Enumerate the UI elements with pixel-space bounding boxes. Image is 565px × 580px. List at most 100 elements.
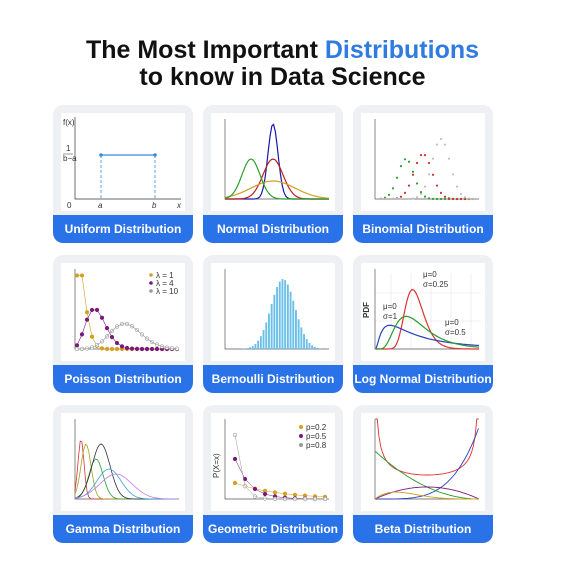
- line: [234, 434, 326, 500]
- curve: [375, 324, 480, 349]
- card: μ=0 σ=0.25 μ=0 σ=1 μ=0 σ=0.5 PDF Log Normal Dis…: [353, 255, 493, 393]
- card-label: Binomial Distribution: [353, 215, 493, 243]
- curve: [224, 158, 329, 200]
- point: [439, 191, 443, 195]
- dot: [153, 153, 157, 157]
- point: [391, 187, 395, 190]
- chart-text: λ = 1: [156, 271, 174, 280]
- bar: [257, 340, 260, 349]
- bar: [278, 281, 281, 349]
- curve: [375, 486, 479, 500]
- dot: [99, 153, 103, 157]
- bar: [284, 280, 287, 349]
- curve: [74, 468, 179, 500]
- axes: [74, 117, 181, 200]
- point: [411, 170, 415, 173]
- chart-text: μ=0: [383, 302, 397, 311]
- card-label: Uniform Distribution: [53, 215, 193, 243]
- line: [76, 323, 178, 350]
- point: [419, 153, 423, 157]
- legend-dot: [299, 425, 303, 429]
- curve: [224, 180, 330, 199]
- point: [391, 197, 395, 201]
- point: [403, 158, 407, 161]
- curve: [74, 443, 179, 500]
- point: [431, 197, 435, 200]
- point: [423, 185, 427, 188]
- bar: [249, 347, 251, 349]
- legend-dot: [149, 289, 153, 293]
- legend-dot: [299, 434, 303, 438]
- chart-text: 0: [67, 201, 72, 210]
- legend-dot: [149, 281, 153, 285]
- point: [467, 197, 471, 200]
- point: [415, 196, 419, 199]
- curve: [375, 491, 479, 500]
- point: [415, 182, 419, 185]
- point: [451, 197, 455, 200]
- point: [439, 197, 443, 201]
- card-label: Normal Distribution: [203, 215, 343, 243]
- bar: [259, 336, 262, 349]
- bar: [316, 347, 319, 349]
- point: [427, 173, 431, 176]
- point: [403, 197, 407, 201]
- chart-text: b−a: [63, 154, 77, 163]
- axes: [224, 119, 329, 200]
- legend-dot: [299, 443, 303, 447]
- curve: [375, 428, 479, 500]
- point: [443, 195, 447, 198]
- point: [419, 192, 423, 196]
- point: [387, 193, 391, 196]
- point: [447, 197, 451, 200]
- point: [403, 191, 407, 195]
- point: [443, 197, 447, 201]
- bar: [268, 313, 270, 349]
- point: [455, 197, 459, 201]
- mini-chart: [361, 113, 485, 211]
- title-highlight: Distributions: [324, 36, 480, 64]
- point: [439, 137, 443, 141]
- point: [399, 197, 403, 201]
- point: [411, 173, 415, 176]
- chart-text: μ=0: [423, 270, 437, 279]
- point: [471, 197, 475, 200]
- bar: [262, 330, 265, 349]
- chart-text: σ=1: [383, 312, 398, 321]
- grid: [375, 273, 481, 349]
- bar: [300, 327, 303, 349]
- chart-text: p=0.5: [306, 432, 327, 441]
- bar: [311, 345, 314, 349]
- legend-dot: [149, 273, 153, 277]
- mini-chart: p=0.2p=0.5p=0.8 P(X=x): [211, 413, 335, 511]
- bar: [319, 348, 322, 349]
- axes: [74, 419, 179, 500]
- chart-text: f(x): [63, 118, 75, 127]
- title-line1: The Most Important Distributions: [0, 36, 565, 65]
- bar: [313, 346, 316, 349]
- card: Normal Distribution: [203, 105, 343, 243]
- curve: [375, 418, 479, 476]
- point: [383, 197, 387, 201]
- curve: [74, 473, 179, 500]
- chart-text: μ=0: [445, 318, 459, 327]
- title-line2: to know in Data Science: [139, 63, 426, 91]
- bar: [286, 284, 289, 349]
- curve: [376, 315, 480, 350]
- mini-chart: λ = 1λ = 4λ = 10: [61, 263, 185, 361]
- chart-text: λ = 10: [156, 287, 179, 296]
- chart-text: p=0.2: [306, 423, 327, 432]
- bar: [308, 342, 311, 349]
- bar: [270, 304, 273, 349]
- chart-text: σ=0.25: [423, 280, 449, 289]
- card-label: Log Normal Distribution: [353, 365, 493, 393]
- card-label: Beta Distribution: [353, 515, 493, 543]
- point: [415, 161, 419, 165]
- chart-text: P(X=x): [212, 453, 221, 478]
- chart-text: λ = 4: [156, 279, 174, 288]
- mini-chart: [61, 413, 185, 511]
- point: [443, 143, 447, 146]
- point: [407, 197, 411, 200]
